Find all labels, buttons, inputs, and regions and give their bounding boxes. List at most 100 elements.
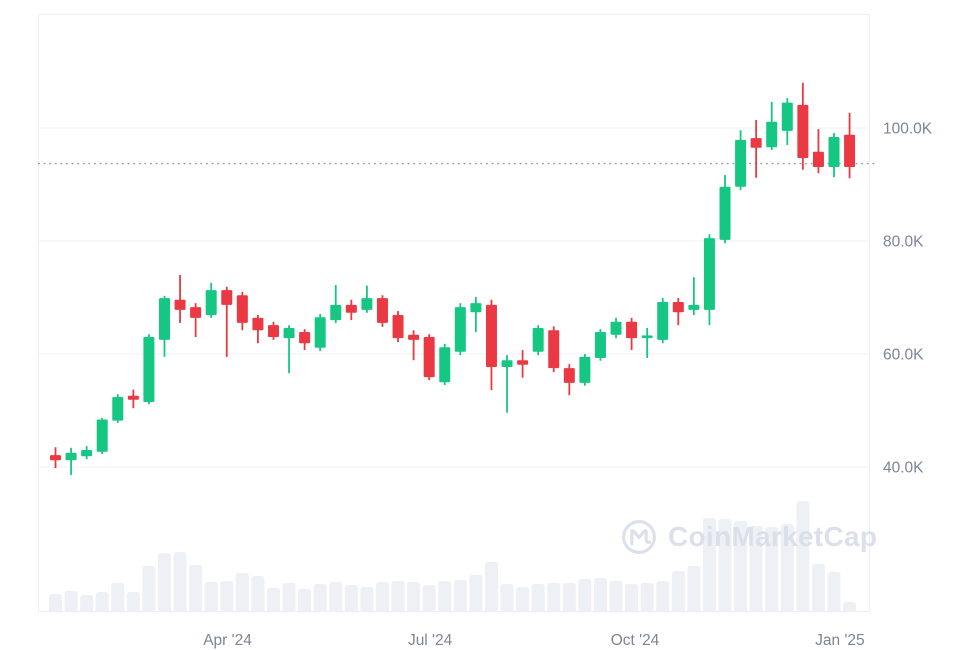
- candle-body[interactable]: [439, 347, 451, 383]
- candle-body[interactable]: [766, 121, 778, 148]
- candle-body[interactable]: [330, 304, 342, 321]
- volume-bar: [204, 582, 218, 612]
- volume-bar: [391, 581, 405, 612]
- candle-body[interactable]: [563, 368, 575, 383]
- volume-bar: [843, 602, 857, 612]
- candle-body[interactable]: [828, 137, 840, 167]
- volume-bar: [64, 591, 78, 612]
- volume-bar: [142, 566, 156, 612]
- volume-bar: [313, 584, 327, 612]
- volume-bar: [111, 583, 125, 612]
- volume-bar: [438, 581, 452, 612]
- candle-body[interactable]: [81, 450, 93, 457]
- candle-body[interactable]: [750, 138, 762, 148]
- volume-bar: [453, 580, 467, 612]
- volume-bar: [827, 572, 841, 612]
- volume-bar: [360, 587, 374, 612]
- volume-bar: [780, 524, 794, 612]
- volume-bar: [687, 566, 701, 612]
- candle-body[interactable]: [314, 317, 326, 348]
- volume-bar: [500, 584, 514, 612]
- candle-body[interactable]: [781, 102, 793, 131]
- candle-body[interactable]: [112, 396, 124, 421]
- candle-body[interactable]: [641, 335, 653, 339]
- candle-body[interactable]: [423, 337, 435, 378]
- volume-bar: [220, 581, 234, 612]
- candle-body[interactable]: [470, 303, 482, 313]
- candle-body[interactable]: [548, 330, 560, 369]
- candle-body[interactable]: [703, 238, 715, 310]
- volume-bar: [531, 584, 545, 612]
- candle-body[interactable]: [485, 304, 497, 367]
- candle-body[interactable]: [579, 356, 591, 383]
- candle-body[interactable]: [267, 325, 279, 338]
- volume-bar: [656, 581, 670, 612]
- candle-body[interactable]: [844, 134, 856, 167]
- volume-bar: [407, 582, 421, 612]
- candle-body[interactable]: [454, 307, 466, 352]
- candle-body[interactable]: [594, 331, 606, 358]
- candle-body[interactable]: [501, 360, 513, 367]
- x-axis-label: Jan '25: [815, 632, 865, 649]
- candle-body[interactable]: [252, 317, 264, 331]
- candle-body[interactable]: [236, 295, 248, 323]
- volume-bar: [375, 582, 389, 612]
- volume-bar: [266, 588, 280, 612]
- candle-body[interactable]: [626, 321, 638, 339]
- candle-body[interactable]: [158, 298, 170, 340]
- volume-bar: [49, 594, 62, 612]
- candle-body[interactable]: [376, 298, 388, 323]
- volume-bar: [484, 562, 498, 612]
- volume-bar: [609, 581, 623, 612]
- candle-body[interactable]: [361, 298, 373, 310]
- candle-body[interactable]: [65, 452, 77, 461]
- volume-bar: [95, 592, 109, 612]
- volume-bar: [329, 582, 343, 612]
- candle-body[interactable]: [221, 290, 233, 305]
- candle-body[interactable]: [143, 337, 155, 403]
- volume-bar: [765, 527, 779, 612]
- candle-body[interactable]: [657, 302, 669, 340]
- volume-bar: [516, 587, 530, 612]
- candle-body[interactable]: [719, 186, 731, 240]
- volume-bar: [796, 501, 810, 612]
- candle-body[interactable]: [408, 334, 420, 340]
- volume-bar: [718, 519, 732, 612]
- volume-bar: [422, 585, 436, 612]
- candle-body[interactable]: [735, 139, 747, 187]
- volume-bar: [578, 579, 592, 612]
- volume-bar: [640, 583, 654, 612]
- candle-body[interactable]: [283, 328, 295, 339]
- candle-body[interactable]: [345, 304, 357, 313]
- candle-body[interactable]: [96, 419, 108, 452]
- volume-bar: [173, 552, 187, 612]
- x-axis-label: Apr '24: [203, 632, 252, 649]
- candle-body[interactable]: [299, 331, 311, 344]
- candle-body[interactable]: [50, 455, 61, 461]
- volume-bar: [469, 575, 483, 612]
- candle-body[interactable]: [672, 302, 684, 313]
- volume-bar: [344, 585, 358, 612]
- candle-body[interactable]: [205, 290, 217, 316]
- volume-bar: [547, 583, 561, 612]
- volume-bar: [235, 573, 249, 612]
- volume-bar: [282, 583, 296, 612]
- volume-bar: [298, 589, 312, 612]
- candle-body[interactable]: [797, 104, 809, 158]
- candle-body[interactable]: [174, 299, 186, 310]
- candle-body[interactable]: [127, 395, 139, 400]
- volume-bar: [80, 595, 94, 612]
- candle-body[interactable]: [610, 321, 622, 335]
- y-axis-label: 40.0K: [883, 460, 924, 477]
- candle-body[interactable]: [532, 328, 544, 352]
- candle-body[interactable]: [688, 304, 700, 310]
- volume-bar: [749, 526, 763, 612]
- candle-body[interactable]: [190, 307, 202, 318]
- candle-body[interactable]: [812, 151, 824, 167]
- volume-bar: [671, 571, 685, 612]
- volume-bar: [625, 584, 639, 612]
- candle-body[interactable]: [517, 360, 529, 365]
- candle-body[interactable]: [392, 315, 404, 339]
